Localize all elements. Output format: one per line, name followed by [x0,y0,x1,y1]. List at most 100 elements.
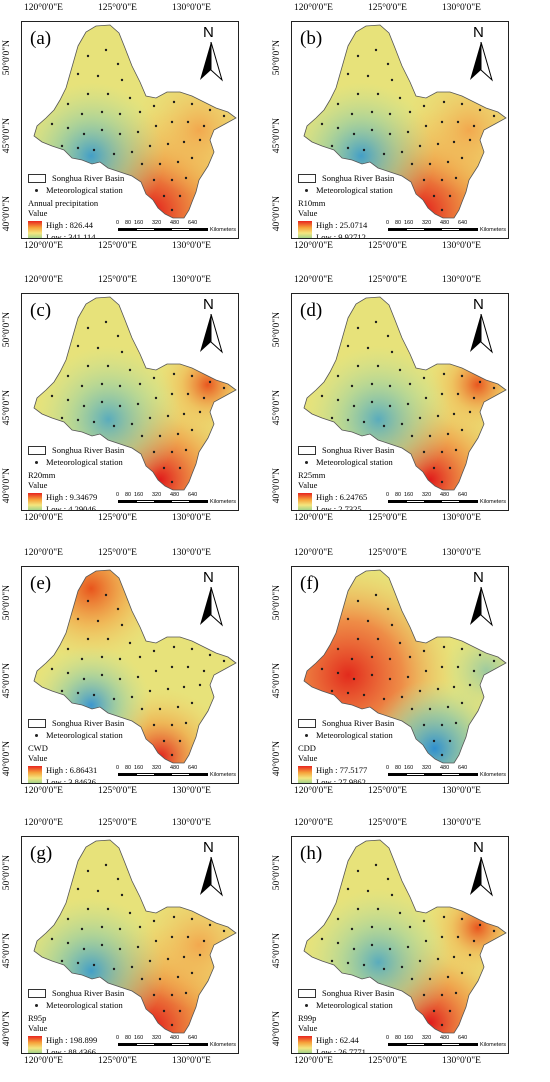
station-marker [346,418,350,422]
scale-unit: Kilometers [480,499,506,505]
station-marker [440,450,444,454]
station-marker [350,927,354,931]
station-marker [366,619,370,623]
station-marker [172,915,176,919]
station-marker [130,695,134,699]
basin-legend-label: Songhua River Basin [322,445,395,455]
scale-bar: 0 80 160 320 480 640 Kilometers [386,765,508,783]
latitude-label: 45°0'0"N [2,390,12,426]
station-marker [478,653,482,657]
station-marker [460,971,464,975]
station-marker [100,128,104,132]
station-marker [120,623,124,627]
station-marker [336,941,340,945]
station-marker [454,448,458,452]
basin-map [303,296,507,491]
station-marker [190,374,194,378]
station-marker [92,963,96,967]
station-marker [76,617,80,621]
station-marker [436,957,440,961]
map-panel: 120°0'0"E 125°0'0"E 130°0'0"E 120°0'0"E 125°… [270,272,510,525]
station-marker [440,1023,444,1027]
station-marker [388,927,392,931]
station-marker [362,420,366,424]
station-marker [376,364,380,368]
north-arrow-icon: N [194,24,228,82]
station-marker [162,194,166,198]
station-marker [370,128,374,132]
station-marker [370,382,374,386]
basin-boundary [33,839,237,1034]
station-marker [400,695,404,699]
station-marker [448,739,452,743]
station-marker [208,108,212,112]
map-legend: Songhua River Basin Meteorological statio… [28,718,124,783]
station-marker [460,917,464,921]
station-marker [184,991,188,995]
station-marker [66,941,70,945]
station-swatch [305,189,308,193]
longitude-label: 120°0'0"E [294,786,333,796]
station-marker [158,977,162,981]
station-marker [422,649,426,653]
station-marker [388,112,392,116]
station-marker [148,416,152,420]
basin-map [33,839,237,1034]
station-marker [222,386,226,390]
station-swatch [305,734,308,738]
scale-tick-label: 320 [422,765,432,771]
low-value: Low : 88.4366 [46,1047,96,1054]
station-marker [456,120,460,124]
station-marker [386,607,390,611]
station-marker [460,156,464,160]
station-marker [116,607,120,611]
station-marker [170,1023,174,1027]
station-marker [336,102,340,106]
station-marker [166,957,170,961]
station-marker [440,665,444,669]
latitude-label: 45°0'0"N [272,390,282,426]
station-marker [440,935,444,939]
station-marker [100,382,104,386]
station-marker [408,382,412,386]
scale-tick-label: 80 [395,492,402,498]
scale-tick-label: 80 [125,220,132,226]
station-marker [388,947,392,951]
longitude-label: 125°0'0"E [98,818,137,828]
station-marker [336,647,340,651]
station-marker [86,869,90,873]
station-marker [398,96,402,100]
scale-tick-label: 0 [386,492,390,498]
map-panel: 120°0'0"E 125°0'0"E 130°0'0"E 120°0'0"E 125°… [0,545,240,798]
basin-map [303,24,507,219]
low-value: Low : 341.114 [46,232,96,239]
station-marker [208,380,212,384]
scale-bar: 0 80 160 320 480 640 Kilometers [116,765,238,783]
station-marker [172,100,176,104]
scale-tick-label: 160 [404,765,414,771]
station-marker [198,410,202,414]
panel-letter: (e) [30,573,52,594]
station-marker [118,384,122,388]
station-marker [104,320,108,324]
station-marker [374,593,378,597]
longitude-label: 130°0'0"E [442,786,481,796]
north-arrow-icon: N [194,569,228,627]
variable-name: R10mm [298,197,326,208]
basin-legend-label: Songhua River Basin [322,718,395,728]
north-label: N [473,24,484,41]
station-marker [454,991,458,995]
basin-swatch [28,174,46,184]
value-heading: Value [28,208,48,219]
station-marker [176,975,180,979]
station-marker [106,907,110,911]
station-marker [66,102,70,106]
station-marker [454,176,458,180]
station-marker [446,705,450,709]
station-marker [202,939,206,943]
station-marker [152,723,156,727]
station-marker [106,637,110,641]
basin-boundary [303,296,507,491]
station-marker [158,434,162,438]
longitude-label: 120°0'0"E [24,513,63,523]
